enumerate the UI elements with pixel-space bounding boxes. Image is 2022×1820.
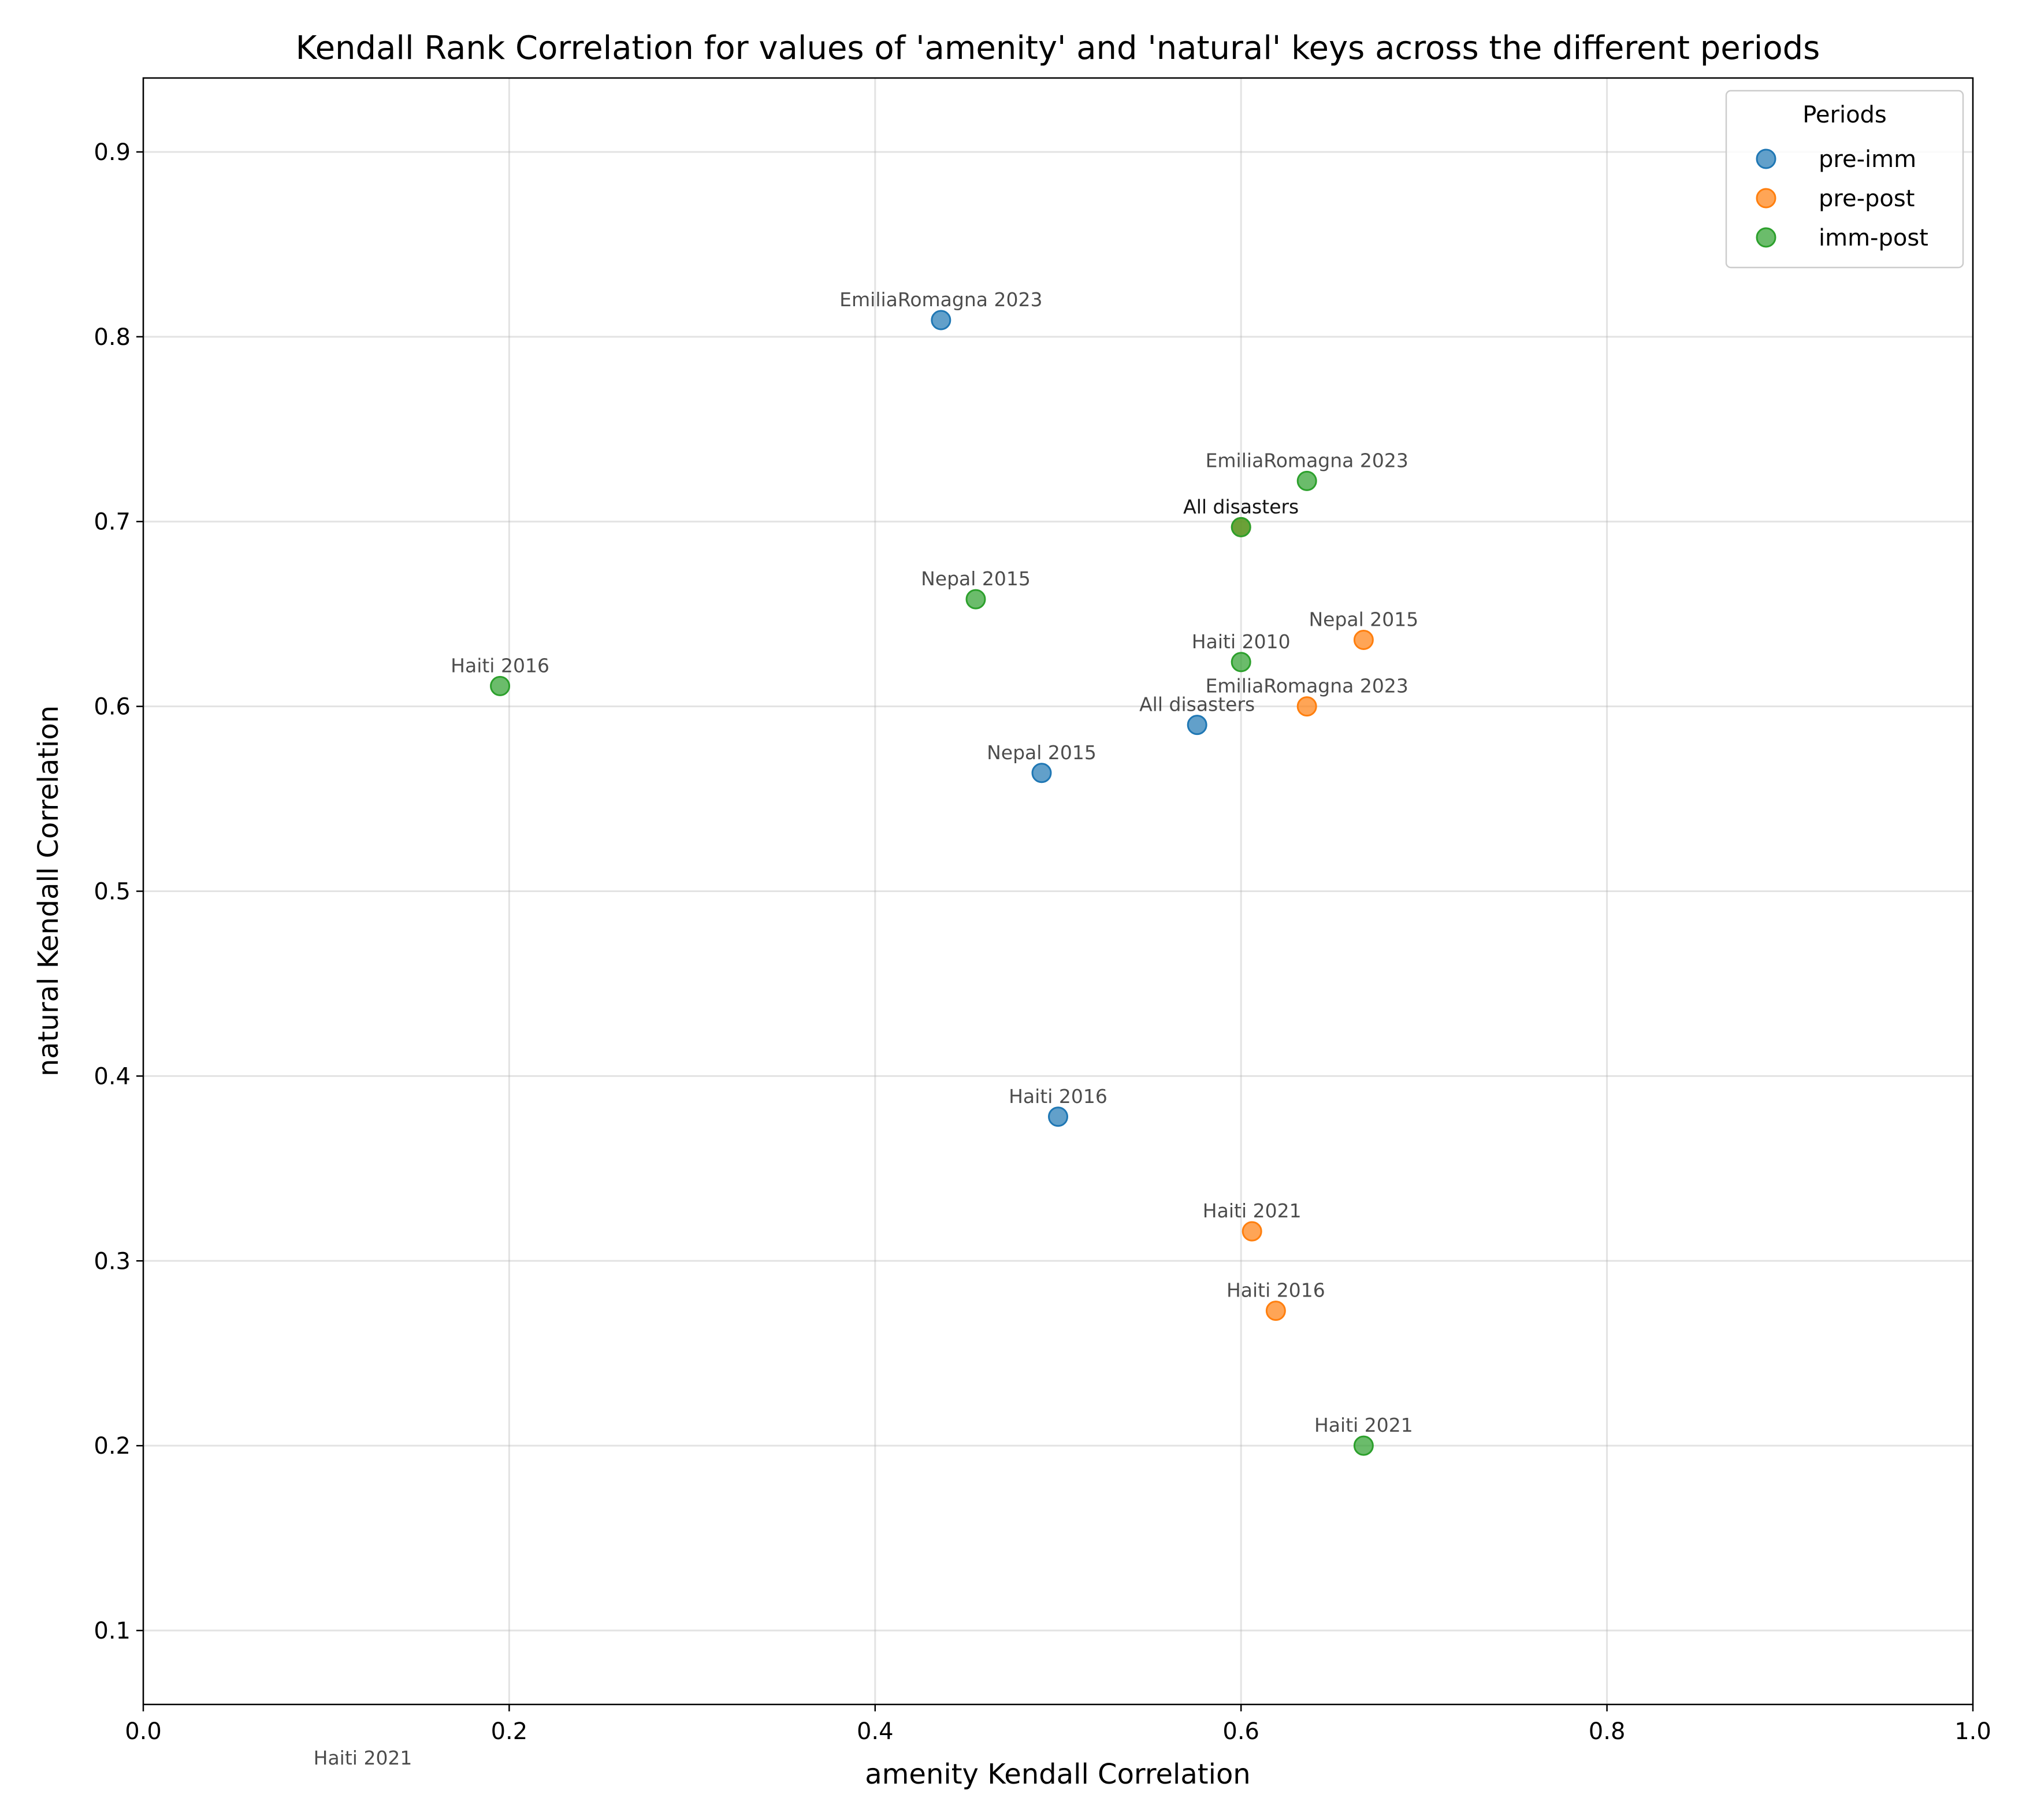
point-labels: EmiliaRomagna 2023 Nepal 2015 Haiti 2016 Al… — [314, 288, 1419, 1769]
data-point-label: EmiliaRomagna 2023 — [1206, 449, 1408, 471]
x-tick-label: 0.6 — [1222, 1718, 1259, 1745]
data-point-label: Haiti 2016 — [1226, 1279, 1325, 1302]
x-axis-label: amenity Kendall Correlation — [865, 1758, 1250, 1791]
data-point-label: Haiti 2021 — [1314, 1414, 1413, 1436]
data-point-label: Haiti 2016 — [1009, 1085, 1107, 1108]
axis-ticks: 0.0 0.2 0.4 0.6 0.8 1.0 0.1 0.2 0.3 0.4 0.5 0.6 0.7 0… — [94, 139, 1991, 1745]
legend-marker-pre-imm — [1756, 148, 1776, 169]
legend-label-pre-imm: pre-imm — [1819, 146, 1916, 173]
data-point-label: All disasters — [1139, 693, 1255, 716]
data-point-label: Haiti 2021 — [314, 1747, 412, 1769]
data-point-label: Haiti 2010 — [1192, 630, 1291, 653]
data-point-pre-imm — [931, 310, 951, 330]
y-tick-label: 0.7 — [94, 509, 131, 536]
legend-entries: pre-imm pre-post imm-post — [1756, 146, 1928, 251]
data-point-pre-post — [1296, 696, 1317, 717]
x-tick-label: 0.8 — [1589, 1718, 1626, 1745]
data-point-label: All disasters — [1183, 495, 1299, 518]
data-point-pre-post — [1353, 629, 1374, 650]
legend-label-imm-post: imm-post — [1819, 225, 1928, 251]
legend-title: Periods — [1802, 102, 1887, 128]
legend-label-pre-post: pre-post — [1819, 185, 1915, 212]
chart-title: Kendall Rank Correlation for values of '… — [296, 29, 1820, 67]
data-point-label: All disasters — [1183, 495, 1299, 518]
data-points — [490, 310, 1374, 1456]
x-tick-label: 0.0 — [125, 1718, 162, 1745]
data-point-label: Haiti 2021 — [1203, 1199, 1302, 1222]
y-axis-label: natural Kendall Correlation — [32, 705, 65, 1076]
data-point-pre-post — [1242, 1221, 1262, 1242]
y-tick-label: 0.2 — [94, 1433, 131, 1459]
data-point-label: Nepal 2015 — [921, 567, 1031, 590]
data-point-imm-post — [1231, 652, 1251, 673]
data-point-imm-post — [1353, 1435, 1374, 1456]
data-point-pre-imm — [1031, 763, 1052, 783]
plot-frame — [142, 77, 1974, 1706]
y-tick-label: 0.8 — [94, 324, 131, 351]
y-tick-label: 0.9 — [94, 139, 131, 166]
legend-marker-imm-post — [1756, 227, 1776, 248]
legend: Periods pre-imm pre-post imm-post — [1725, 90, 1964, 269]
y-tick-label: 0.1 — [94, 1618, 131, 1644]
data-point-pre-imm — [1187, 715, 1207, 736]
data-point-label: Nepal 2015 — [1309, 608, 1418, 630]
y-tick-label: 0.6 — [94, 694, 131, 720]
data-point-imm-post — [490, 675, 511, 696]
data-point-imm-post — [1231, 517, 1251, 537]
data-point-pre-imm — [1048, 1106, 1068, 1127]
legend-marker-pre-post — [1756, 188, 1776, 209]
data-point-label: Nepal 2015 — [987, 741, 1097, 764]
y-tick-label: 0.4 — [94, 1063, 131, 1090]
legend-box — [1725, 90, 1964, 269]
x-tick-label: 0.4 — [857, 1718, 894, 1745]
data-point-label: Haiti 2016 — [451, 654, 549, 677]
data-point-imm-post — [1296, 470, 1317, 491]
y-tick-label: 0.5 — [94, 879, 131, 905]
data-point-pre-post — [1265, 1301, 1286, 1321]
data-point-label: EmiliaRomagna 2023 — [839, 288, 1042, 311]
data-point-imm-post — [965, 589, 986, 610]
data-point-label: EmiliaRomagna 2023 — [1206, 675, 1408, 697]
y-tick-label: 0.3 — [94, 1248, 131, 1275]
x-tick-label: 1.0 — [1954, 1718, 1991, 1745]
x-tick-label: 0.2 — [491, 1718, 528, 1745]
